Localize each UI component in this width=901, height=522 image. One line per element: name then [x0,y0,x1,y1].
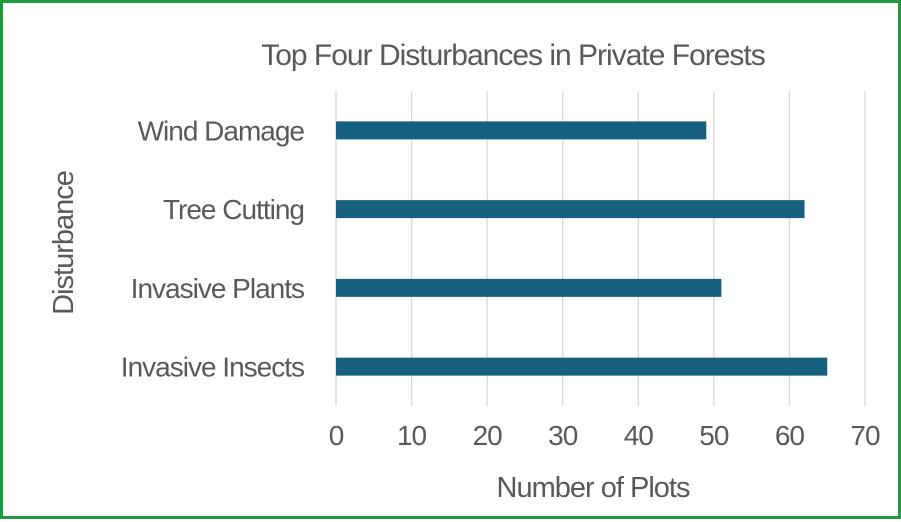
x-tick-label: 60 [775,420,805,451]
bar-invasive-insects [336,357,828,376]
x-tick-label: 10 [397,420,427,451]
category-label: Wind Damage [138,115,305,146]
category-label: Invasive Insects [121,352,304,383]
bars [336,121,828,376]
x-tick-labels: 0 10 20 30 40 50 60 70 [329,420,881,451]
bar-invasive-plants [336,278,722,297]
category-label: Invasive Plants [131,273,304,304]
x-tick-label: 30 [548,420,578,451]
gridlines [335,91,866,406]
chart-title: Top Four Disturbances in Private Forests [261,39,765,72]
x-tick-label: 0 [329,420,344,451]
y-axis-title: Disturbance [48,171,80,315]
category-labels: Wind Damage Tree Cutting Invasive Plants In… [121,115,306,383]
x-tick-label: 20 [473,420,503,451]
bar-wind-damage [336,121,707,140]
category-label: Tree Cutting [163,194,304,225]
x-tick-label: 70 [850,420,880,451]
x-tick-label: 40 [624,420,654,451]
bar-chart: Top Four Disturbances in Private Forests… [48,39,881,504]
x-axis-title: Number of Plots [497,472,690,504]
x-tick-label: 50 [699,420,729,451]
bar-tree-cutting [336,200,805,219]
